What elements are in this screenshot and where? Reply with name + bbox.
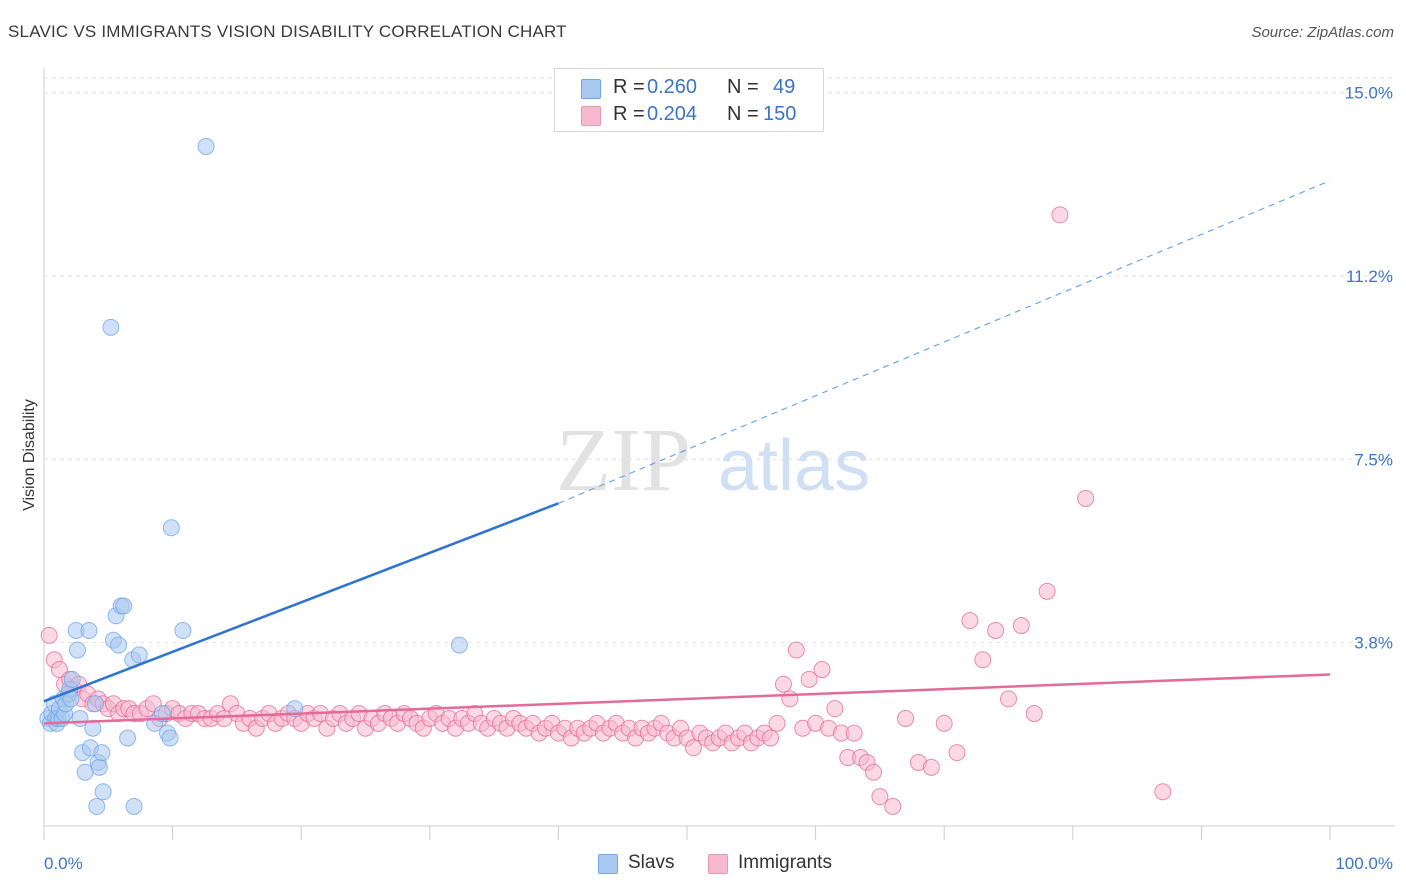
data-point-slavs bbox=[174, 621, 192, 639]
trend-lines bbox=[43, 180, 1331, 725]
watermark-zip: ZIP bbox=[556, 411, 691, 510]
chart-title: SLAVIC VS IMMIGRANTS VISION DISABILITY C… bbox=[8, 22, 567, 41]
axes bbox=[43, 68, 1395, 840]
tick-labels: 15.0% 11.2% 7.5% 3.8% 0.0% 100.0% bbox=[44, 84, 1393, 873]
data-point-immigrants bbox=[1000, 690, 1017, 708]
series-legend: Slavs Immigrants bbox=[0, 852, 1406, 878]
grid-lines bbox=[44, 77, 1395, 644]
legend-label-immigrants: Immigrants bbox=[738, 852, 832, 873]
watermark-atlas: atlas bbox=[718, 426, 870, 506]
data-point-immigrants bbox=[948, 744, 966, 762]
data-point-immigrants bbox=[684, 739, 702, 757]
data-point-immigrants bbox=[845, 724, 863, 742]
data-point-slavs bbox=[162, 519, 180, 537]
y-tick-label: 11.2% bbox=[1346, 267, 1393, 286]
watermark: ZIP atlas bbox=[556, 411, 870, 510]
y-tick-label: 7.5% bbox=[1354, 450, 1393, 469]
data-point-immigrants bbox=[826, 700, 844, 718]
data-point-slavs bbox=[197, 137, 215, 155]
legend-n-value: 150 bbox=[763, 103, 797, 125]
data-point-immigrants bbox=[974, 651, 992, 669]
trend-line-slavs bbox=[43, 502, 559, 703]
data-point-immigrants bbox=[1077, 489, 1095, 507]
correlation-legend: R = 0.260 N = 49 R = 0.204 N = 150 bbox=[554, 68, 824, 132]
data-point-immigrants bbox=[935, 714, 953, 732]
legend-r-label: R = bbox=[613, 76, 645, 98]
data-point-slavs bbox=[130, 646, 148, 664]
data-point-slavs bbox=[161, 729, 179, 747]
data-point-immigrants bbox=[787, 641, 805, 659]
data-point-immigrants bbox=[813, 661, 831, 679]
data-point-immigrants bbox=[1025, 705, 1043, 723]
data-point-slavs bbox=[88, 797, 106, 815]
data-point-immigrants bbox=[1051, 206, 1069, 224]
legend-swatch-immigrants bbox=[581, 106, 601, 126]
x-tick-label-max: 100.0% bbox=[1335, 854, 1393, 873]
data-point-immigrants bbox=[774, 675, 792, 693]
trend-line-slavs-extension bbox=[558, 180, 1331, 504]
data-point-slavs bbox=[90, 758, 108, 776]
legend-n-label: N = bbox=[727, 103, 759, 125]
legend-label-slavs: Slavs bbox=[628, 852, 675, 873]
data-point-immigrants bbox=[1012, 617, 1030, 635]
data-point-immigrants bbox=[864, 763, 882, 781]
trend-line-immigrants bbox=[43, 673, 1331, 725]
source-label: Source: ZipAtlas.com bbox=[1251, 24, 1394, 41]
data-point-immigrants bbox=[762, 729, 780, 747]
legend-row-slavs: R = 0.260 N = 49 bbox=[555, 75, 823, 101]
data-point-slavs bbox=[119, 729, 137, 747]
x-tick-label-min: 0.0% bbox=[44, 854, 83, 873]
legend-swatch-immigrants bbox=[708, 854, 728, 874]
data-point-immigrants bbox=[768, 714, 786, 732]
data-point-slavs bbox=[450, 636, 468, 654]
data-point-slavs bbox=[110, 636, 128, 654]
data-point-immigrants bbox=[884, 797, 902, 815]
data-point-slavs bbox=[86, 695, 104, 713]
data-point-slavs bbox=[68, 641, 86, 659]
y-axis-label: Vision Disability bbox=[21, 399, 38, 511]
data-point-slavs bbox=[93, 744, 111, 762]
data-point-immigrants bbox=[40, 626, 58, 644]
data-point-slavs bbox=[125, 797, 143, 815]
data-point-immigrants bbox=[800, 670, 818, 688]
data-point-immigrants bbox=[961, 612, 979, 630]
data-point-slavs bbox=[80, 621, 98, 639]
legend-r-value: 0.260 bbox=[647, 76, 698, 98]
y-tick-label: 3.8% bbox=[1354, 634, 1393, 653]
data-point-immigrants bbox=[871, 788, 889, 806]
data-point-immigrants bbox=[781, 690, 799, 708]
legend-n-label: N = bbox=[727, 76, 759, 98]
data-point-immigrants bbox=[922, 758, 940, 776]
data-point-slavs bbox=[63, 670, 81, 688]
data-point-slavs bbox=[94, 783, 112, 801]
data-point-slavs bbox=[102, 318, 120, 336]
data-points bbox=[39, 137, 1172, 815]
data-point-slavs bbox=[115, 597, 133, 615]
data-point-immigrants bbox=[1154, 783, 1172, 801]
data-point-slavs bbox=[84, 719, 102, 737]
legend-swatch-slavs bbox=[598, 854, 618, 874]
legend-n-value: 49 bbox=[773, 76, 796, 98]
legend-swatch-slavs bbox=[581, 79, 601, 99]
legend-r-value: 0.204 bbox=[647, 103, 698, 125]
data-point-immigrants bbox=[1038, 582, 1056, 600]
y-tick-label: 15.0% bbox=[1345, 84, 1393, 103]
data-point-immigrants bbox=[987, 621, 1005, 639]
legend-r-label: R = bbox=[613, 103, 645, 125]
data-point-immigrants bbox=[897, 709, 915, 727]
legend-row-immigrants: R = 0.204 N = 150 bbox=[555, 102, 823, 128]
